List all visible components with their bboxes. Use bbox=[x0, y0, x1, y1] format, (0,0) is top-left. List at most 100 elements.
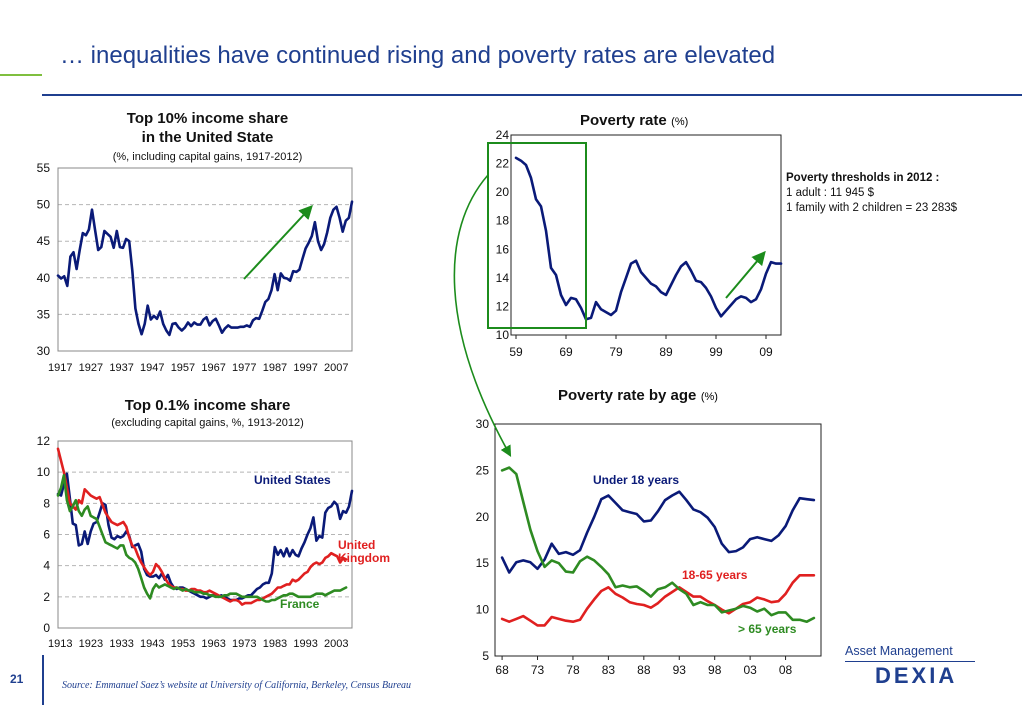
y-tick-label: 20 bbox=[476, 510, 490, 524]
x-tick-label: 1943 bbox=[140, 638, 164, 650]
y-tick-label: 2 bbox=[43, 590, 50, 604]
series-label: United Kingdom bbox=[338, 538, 390, 565]
x-tick-label: 2003 bbox=[324, 638, 348, 650]
x-tick-label: 08 bbox=[779, 663, 793, 677]
x-tick-label: 1947 bbox=[140, 362, 164, 374]
y-tick-label: 6 bbox=[43, 528, 50, 542]
x-tick-label: 1953 bbox=[171, 638, 195, 650]
x-tick-label: 73 bbox=[531, 663, 545, 677]
y-tick-label: 10 bbox=[37, 465, 51, 479]
series-line bbox=[56, 447, 348, 606]
x-tick-label: 1967 bbox=[201, 362, 225, 374]
poverty-note-line1: 1 adult : 11 945 $ bbox=[786, 187, 875, 199]
plot-frame bbox=[57, 167, 353, 352]
series-line bbox=[56, 200, 354, 337]
x-tick-label: 83 bbox=[602, 663, 616, 677]
series-line bbox=[500, 573, 816, 627]
x-tick-label: 1923 bbox=[79, 638, 103, 650]
chart2-title: Top 0.1% income share bbox=[124, 397, 291, 414]
y-tick-label: 10 bbox=[476, 603, 490, 617]
x-tick-label: 78 bbox=[566, 663, 580, 677]
y-tick-label: 25 bbox=[476, 463, 490, 477]
y-tick-label: 16 bbox=[496, 242, 510, 256]
y-tick-label: 10 bbox=[496, 328, 510, 342]
chart2-subtitle: (excluding capital gains, %, 1913-2012) bbox=[111, 417, 304, 429]
x-tick-label: 1973 bbox=[232, 638, 256, 650]
x-tick-label: 1937 bbox=[109, 362, 133, 374]
link-arrow bbox=[453, 174, 512, 457]
title-rule bbox=[42, 94, 1022, 96]
x-tick-label: 59 bbox=[509, 345, 523, 359]
x-tick-label: 69 bbox=[559, 345, 573, 359]
x-tick-label: 1997 bbox=[293, 362, 317, 374]
y-tick-label: 0 bbox=[43, 621, 50, 635]
chart3-title: Poverty rate (%) bbox=[580, 112, 688, 130]
series-label: 18-65 years bbox=[682, 568, 748, 582]
chart1-title: Top 10% income share in the United State bbox=[60, 109, 355, 147]
x-tick-label: 1957 bbox=[171, 362, 195, 374]
footer-bar bbox=[42, 655, 44, 705]
y-tick-label: 8 bbox=[43, 496, 50, 510]
x-tick-label: 98 bbox=[708, 663, 722, 677]
plot-frame bbox=[494, 423, 822, 657]
x-tick-label: 1993 bbox=[293, 638, 317, 650]
series-line bbox=[56, 473, 348, 603]
x-tick-label: 89 bbox=[659, 345, 673, 359]
y-tick-label: 20 bbox=[496, 185, 510, 199]
rising-arrow-top10 bbox=[243, 204, 313, 280]
y-tick-label: 50 bbox=[37, 198, 51, 212]
y-tick-label: 12 bbox=[496, 299, 510, 313]
plot-frame bbox=[510, 134, 782, 336]
y-tick-label: 18 bbox=[496, 214, 510, 228]
series-label: France bbox=[280, 597, 320, 611]
chart1-title-line1: Top 10% income share bbox=[126, 110, 289, 127]
y-tick-label: 12 bbox=[37, 434, 51, 448]
x-tick-label: 2007 bbox=[324, 362, 348, 374]
x-tick-label: 1977 bbox=[232, 362, 256, 374]
series-label: Under 18 years bbox=[593, 473, 679, 487]
y-tick-label: 15 bbox=[476, 556, 490, 570]
logo-wordmark: DEXIA bbox=[875, 663, 958, 688]
x-tick-label: 68 bbox=[495, 663, 509, 677]
y-tick-label: 22 bbox=[496, 157, 510, 171]
series-label-line: United bbox=[338, 538, 375, 552]
chart1-subtitle: (%, including capital gains, 1917-2012) bbox=[112, 151, 303, 163]
chart1-title-line2: in the United State bbox=[141, 129, 274, 146]
poverty-note-line2: 1 family with 2 children = 23 283$ bbox=[786, 202, 958, 214]
series-label: United States bbox=[254, 473, 331, 487]
plot-frame bbox=[57, 440, 353, 629]
y-tick-label: 5 bbox=[482, 649, 489, 663]
series-line bbox=[500, 466, 816, 624]
logo-divider bbox=[845, 661, 975, 662]
series-label: > 65 years bbox=[738, 622, 797, 636]
x-tick-label: 1927 bbox=[79, 362, 103, 374]
highlight-box-1959-1973 bbox=[487, 142, 587, 329]
x-tick-label: 03 bbox=[743, 663, 757, 677]
x-tick-label: 1963 bbox=[201, 638, 225, 650]
chart4-title-unit: (%) bbox=[700, 391, 718, 403]
y-tick-label: 4 bbox=[43, 559, 50, 573]
chart3-title-unit: (%) bbox=[671, 116, 689, 128]
y-tick-label: 55 bbox=[37, 161, 51, 175]
poverty-note-heading: Poverty thresholds in 2012 : bbox=[786, 172, 940, 184]
x-tick-label: 88 bbox=[637, 663, 651, 677]
poverty-thresholds-note: Poverty thresholds in 2012 : 1 adult : 1… bbox=[786, 171, 957, 216]
x-tick-label: 1933 bbox=[109, 638, 133, 650]
x-tick-label: 1917 bbox=[48, 362, 72, 374]
chart3-title-text: Poverty rate bbox=[580, 112, 667, 129]
series-line bbox=[514, 156, 783, 321]
series-line bbox=[500, 490, 816, 574]
y-tick-label: 35 bbox=[37, 307, 51, 321]
chart4-title: Poverty rate by age (%) bbox=[558, 387, 718, 405]
x-tick-label: 09 bbox=[759, 345, 773, 359]
y-tick-label: 40 bbox=[37, 271, 51, 285]
y-tick-label: 30 bbox=[37, 344, 51, 358]
chart4-title-text: Poverty rate by age bbox=[558, 387, 697, 404]
source-note: Source: Emmanuel Saez’s website at Unive… bbox=[62, 680, 412, 691]
logo-tagline: Asset Management bbox=[845, 644, 953, 658]
